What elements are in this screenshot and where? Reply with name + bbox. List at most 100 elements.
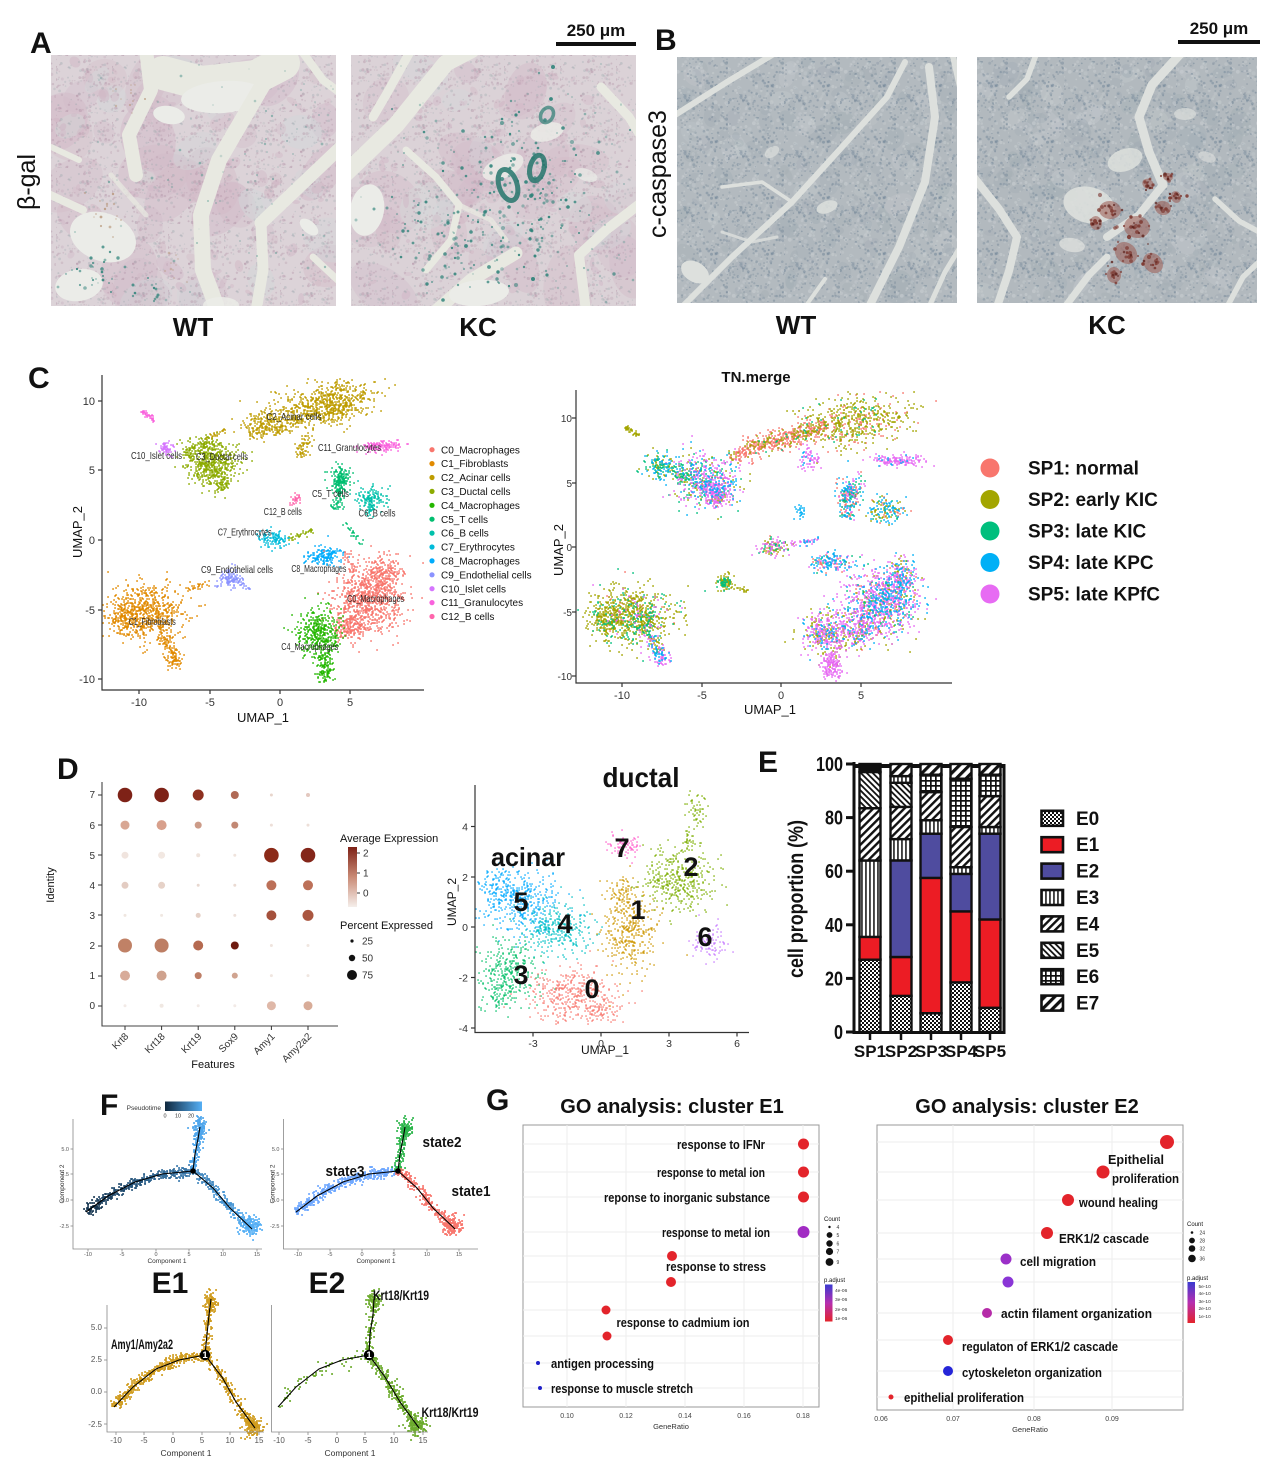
svg-text:7: 7 bbox=[614, 833, 629, 863]
svg-text:15: 15 bbox=[255, 1436, 264, 1445]
svg-text:GeneRatio: GeneRatio bbox=[653, 1422, 689, 1431]
svg-text:antigen processing: antigen processing bbox=[551, 1357, 654, 1371]
svg-text:-10: -10 bbox=[84, 1252, 92, 1258]
svg-text:E: E bbox=[758, 746, 778, 779]
svg-text:C1_Fibroblasts: C1_Fibroblasts bbox=[129, 616, 176, 628]
svg-text:0.12: 0.12 bbox=[619, 1413, 633, 1420]
svg-text:5: 5 bbox=[837, 1233, 840, 1239]
svg-text:-5: -5 bbox=[697, 690, 707, 702]
svg-text:E5: E5 bbox=[1076, 941, 1100, 962]
svg-text:28: 28 bbox=[1200, 1239, 1206, 1245]
svg-text:UMAP_2: UMAP_2 bbox=[551, 524, 566, 576]
svg-text:6: 6 bbox=[697, 922, 712, 952]
svg-text:9: 9 bbox=[837, 1260, 840, 1266]
svg-text:1: 1 bbox=[89, 971, 95, 982]
svg-text:ERK1/2 cascade: ERK1/2 cascade bbox=[1059, 1231, 1149, 1246]
svg-text:0.0: 0.0 bbox=[91, 1387, 103, 1396]
svg-text:0.18: 0.18 bbox=[796, 1413, 810, 1420]
svg-text:p.adjust: p.adjust bbox=[824, 1278, 845, 1284]
svg-text:cytoskeleton organization: cytoskeleton organization bbox=[962, 1365, 1102, 1380]
svg-text:0.08: 0.08 bbox=[1027, 1416, 1041, 1423]
svg-text:-10: -10 bbox=[131, 697, 147, 709]
svg-text:SP5: late KPfC: SP5: late KPfC bbox=[1028, 585, 1160, 606]
svg-text:0: 0 bbox=[163, 1114, 166, 1120]
svg-text:cell proportion (%): cell proportion (%) bbox=[785, 820, 808, 978]
svg-text:0: 0 bbox=[89, 1001, 95, 1012]
svg-text:SP3: SP3 bbox=[915, 1042, 947, 1061]
svg-text:1e-06: 1e-06 bbox=[835, 1316, 848, 1322]
svg-text:Average Expression: Average Expression bbox=[340, 833, 438, 845]
svg-text:UMAP_2: UMAP_2 bbox=[70, 506, 85, 558]
svg-text:0: 0 bbox=[778, 690, 784, 702]
svg-text:-5: -5 bbox=[563, 608, 572, 619]
svg-text:Component 1: Component 1 bbox=[147, 1258, 186, 1265]
svg-text:Pseudotime: Pseudotime bbox=[127, 1105, 162, 1112]
svg-text:state3: state3 bbox=[326, 1164, 365, 1180]
svg-text:5e-10: 5e-10 bbox=[1199, 1284, 1212, 1290]
svg-text:10: 10 bbox=[424, 1252, 430, 1258]
svg-text:0: 0 bbox=[566, 543, 572, 554]
svg-text:6: 6 bbox=[734, 1038, 740, 1050]
svg-text:0: 0 bbox=[834, 1022, 843, 1044]
svg-text:3: 3 bbox=[513, 960, 528, 990]
svg-text:5: 5 bbox=[89, 465, 95, 477]
svg-text:TN.merge: TN.merge bbox=[721, 369, 790, 386]
svg-text:0: 0 bbox=[360, 1252, 363, 1258]
svg-text:5: 5 bbox=[363, 1436, 368, 1445]
svg-text:4e-10: 4e-10 bbox=[1199, 1291, 1212, 1297]
svg-text:UMAP_1: UMAP_1 bbox=[744, 702, 796, 717]
svg-text:0.07: 0.07 bbox=[946, 1416, 960, 1423]
svg-text:2: 2 bbox=[363, 849, 369, 860]
svg-text:C0_Macrophages: C0_Macrophages bbox=[347, 593, 404, 605]
svg-text:0: 0 bbox=[171, 1436, 176, 1445]
svg-text:C6_B cells: C6_B cells bbox=[359, 508, 396, 520]
svg-text:regulaton of ERK1/2 cascade: regulaton of ERK1/2 cascade bbox=[962, 1339, 1118, 1354]
svg-text:C10_Islet cells: C10_Islet cells bbox=[441, 584, 506, 595]
svg-text:SP4: SP4 bbox=[945, 1042, 978, 1061]
svg-text:2.5: 2.5 bbox=[61, 1172, 69, 1178]
svg-text:-10: -10 bbox=[294, 1252, 302, 1258]
svg-text:50: 50 bbox=[362, 954, 374, 965]
svg-text:24: 24 bbox=[1200, 1231, 1206, 1237]
svg-text:-10: -10 bbox=[110, 1436, 122, 1445]
svg-text:10: 10 bbox=[175, 1114, 181, 1120]
svg-text:25: 25 bbox=[362, 937, 374, 948]
svg-text:5.0: 5.0 bbox=[91, 1323, 103, 1332]
svg-text:3e-06: 3e-06 bbox=[835, 1297, 848, 1303]
svg-text:1: 1 bbox=[363, 869, 369, 880]
svg-text:C7_Erythrocytes: C7_Erythrocytes bbox=[441, 543, 515, 554]
svg-text:reponse to inorganic substance: reponse to inorganic substance bbox=[604, 1191, 770, 1205]
svg-text:2: 2 bbox=[462, 872, 468, 884]
svg-text:32: 32 bbox=[1200, 1247, 1206, 1253]
svg-text:0.09: 0.09 bbox=[1105, 1416, 1119, 1423]
svg-text:response to metal ion: response to metal ion bbox=[657, 1166, 765, 1180]
svg-text:7: 7 bbox=[89, 790, 95, 801]
svg-text:-5: -5 bbox=[140, 1436, 148, 1445]
svg-text:UMAP_1: UMAP_1 bbox=[237, 710, 289, 725]
svg-text:7: 7 bbox=[837, 1250, 840, 1256]
svg-text:5.0: 5.0 bbox=[61, 1147, 69, 1153]
svg-text:B: B bbox=[655, 24, 677, 57]
svg-text:G: G bbox=[486, 1084, 509, 1117]
svg-text:40: 40 bbox=[825, 915, 843, 937]
svg-text:E6: E6 bbox=[1076, 967, 1099, 988]
svg-text:-5: -5 bbox=[304, 1436, 312, 1445]
svg-text:E2: E2 bbox=[1076, 862, 1099, 883]
svg-text:WT: WT bbox=[173, 312, 214, 342]
svg-text:2: 2 bbox=[89, 941, 95, 952]
svg-text:C3_Ductal cells: C3_Ductal cells bbox=[441, 487, 510, 498]
svg-text:E3: E3 bbox=[1076, 888, 1099, 909]
svg-text:0: 0 bbox=[335, 1436, 340, 1445]
svg-text:60: 60 bbox=[825, 861, 843, 883]
svg-text:Epithelial: Epithelial bbox=[1108, 1152, 1164, 1167]
svg-text:250 μm: 250 μm bbox=[567, 21, 626, 40]
svg-text:5: 5 bbox=[566, 479, 572, 490]
svg-text:response to cadmium ion: response to cadmium ion bbox=[617, 1316, 750, 1330]
svg-text:E2: E2 bbox=[309, 1267, 346, 1300]
svg-text:Count: Count bbox=[1187, 1222, 1203, 1228]
svg-text:0: 0 bbox=[584, 974, 599, 1004]
svg-text:state1: state1 bbox=[452, 1184, 491, 1200]
svg-text:C12_B cells: C12_B cells bbox=[441, 612, 494, 623]
svg-text:C3_Ductal cells: C3_Ductal cells bbox=[196, 451, 248, 463]
svg-text:2.5: 2.5 bbox=[91, 1355, 103, 1364]
